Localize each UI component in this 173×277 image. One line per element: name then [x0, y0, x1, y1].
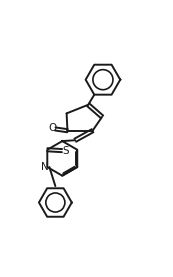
Text: S: S: [62, 146, 69, 156]
Text: N: N: [41, 162, 48, 172]
Text: O: O: [48, 123, 56, 133]
